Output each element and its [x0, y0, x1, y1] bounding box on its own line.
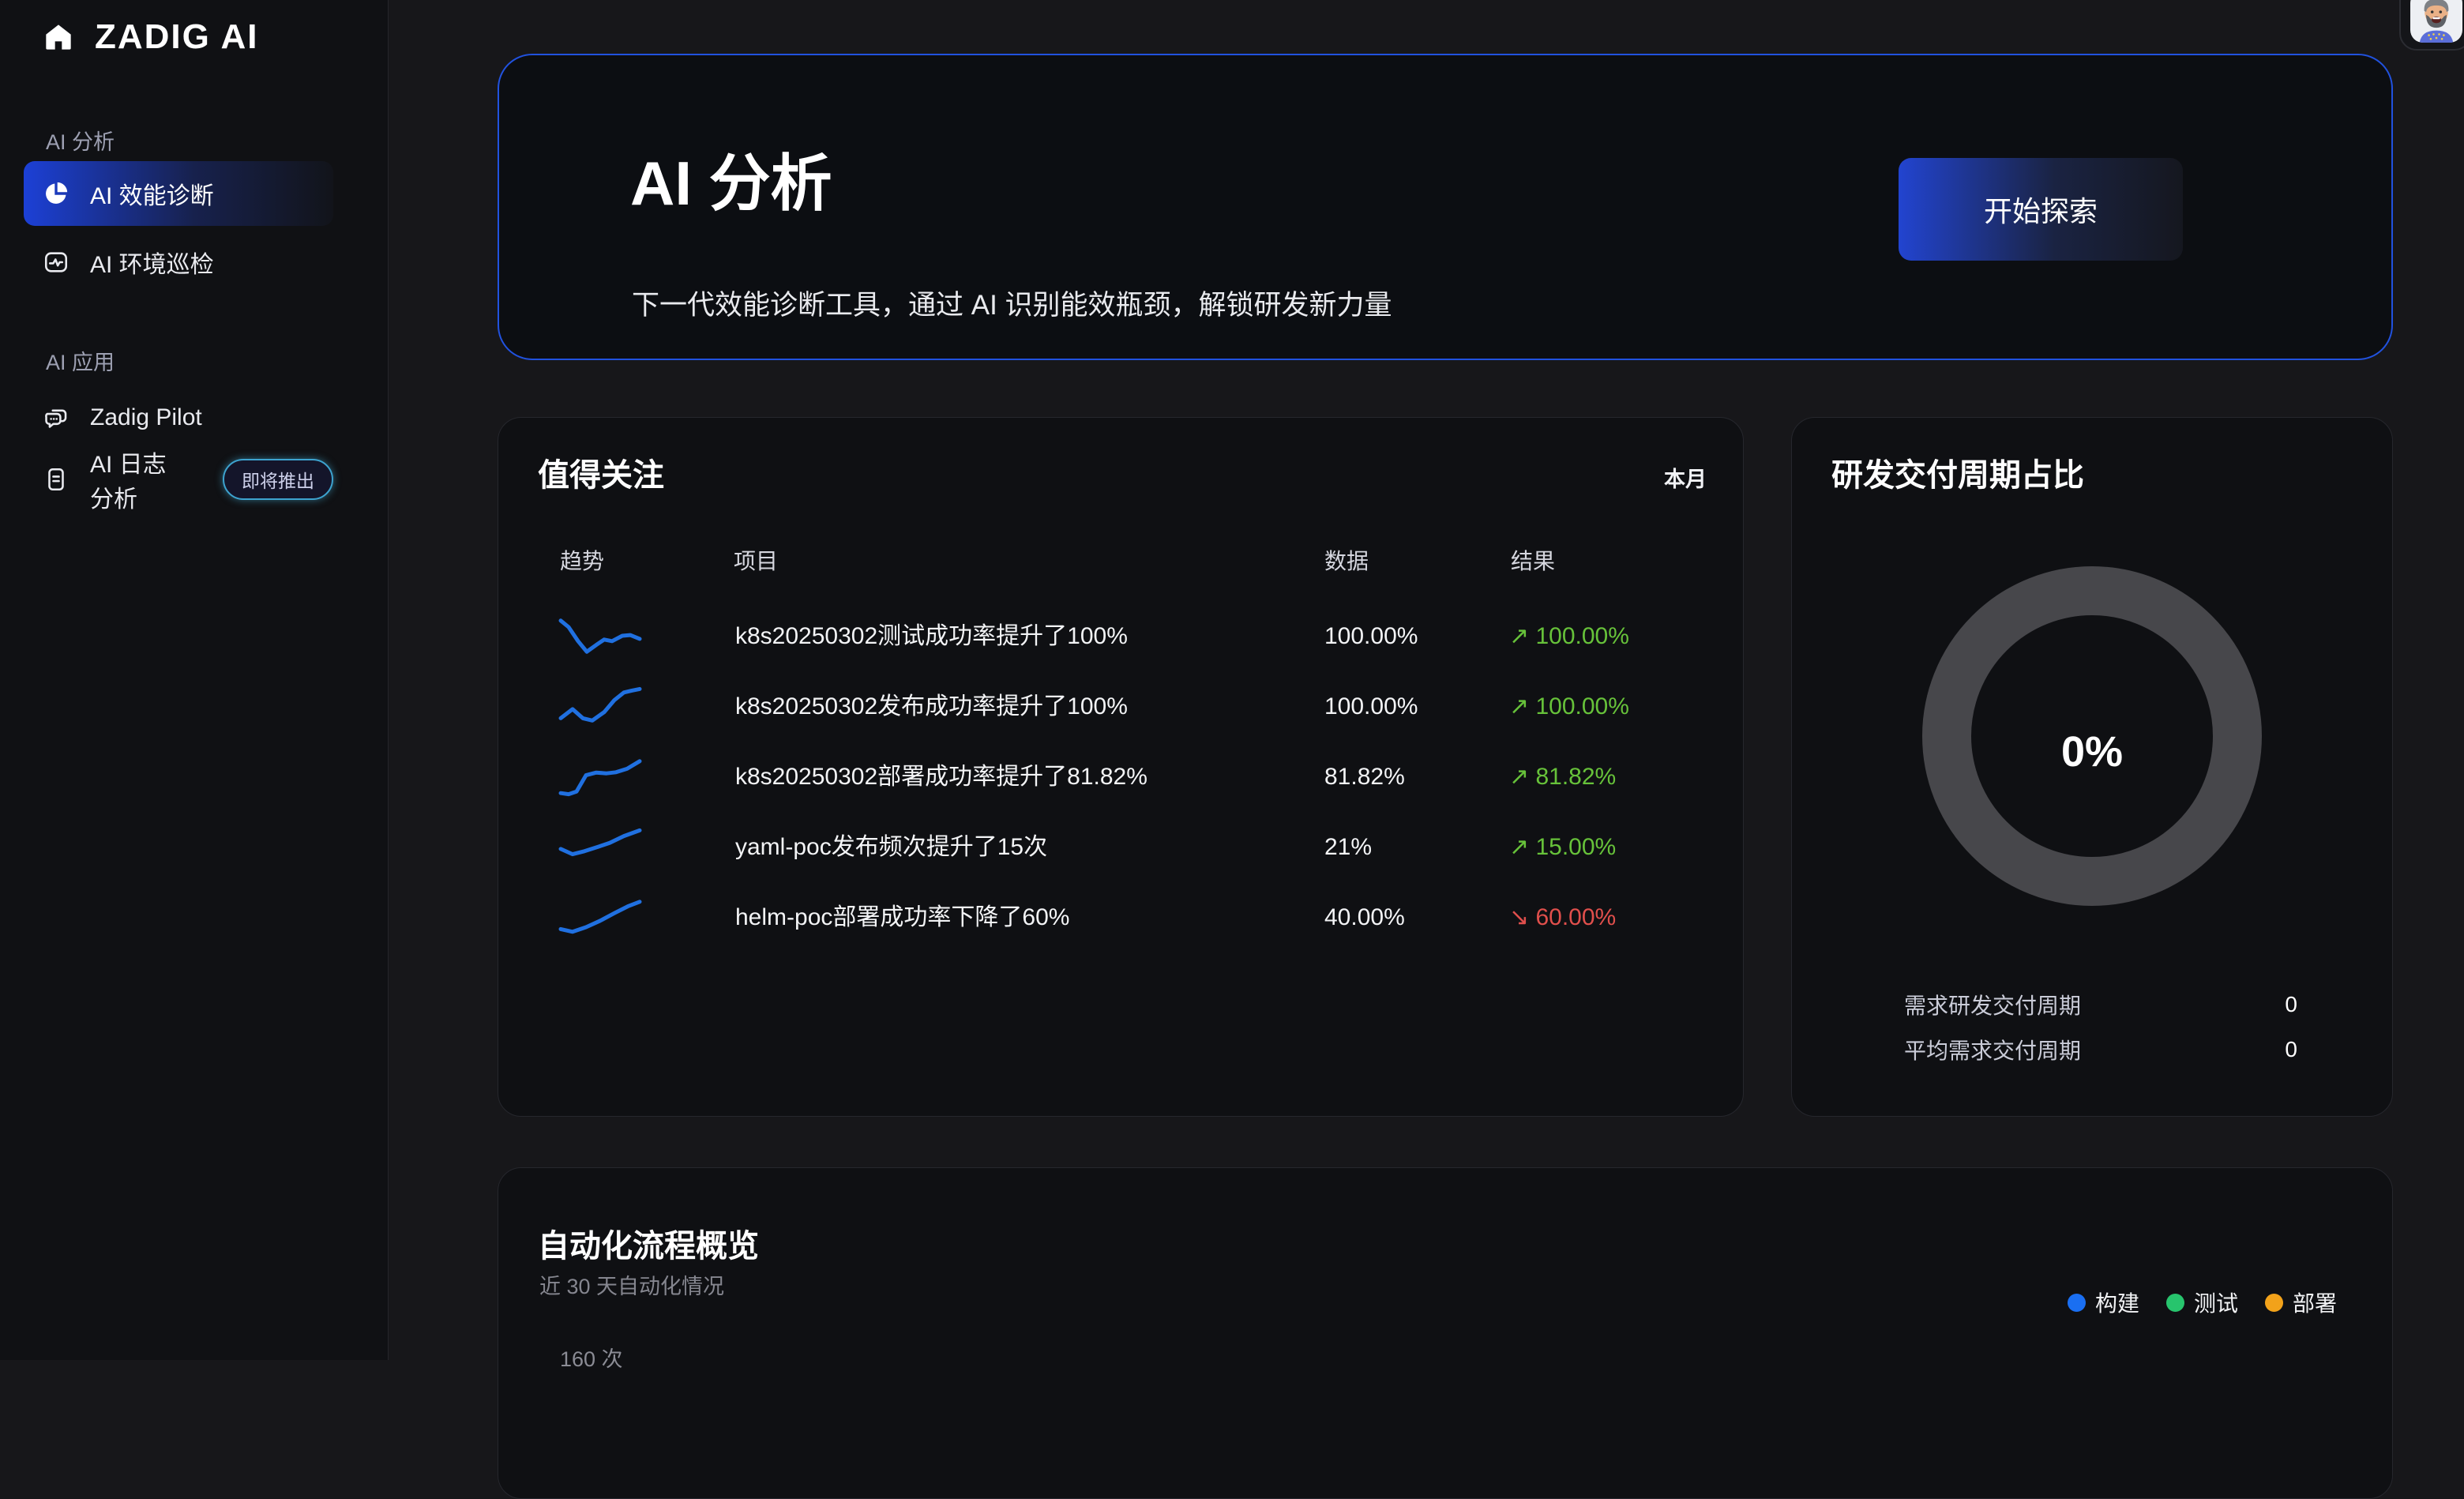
watchlist-card: 值得关注 本月 趋势 项目 数据 结果 k8s20250302测试成功率提升了1…: [498, 417, 1744, 1117]
trend-sparkline: [558, 759, 642, 797]
result-cell: ↗ 15.00%: [1509, 834, 1617, 860]
legend-item-test[interactable]: 测试: [2165, 1287, 2238, 1318]
chart-legend: 构建 测试 部署: [2067, 1287, 2337, 1318]
app-logo[interactable]: ZADIG AI: [43, 17, 258, 57]
table-row[interactable]: k8s20250302部署成功率提升了81.82% 81.82% ↗ 81.82…: [498, 755, 1743, 799]
column-header-result: 结果: [1511, 549, 1556, 573]
project-cell: k8s20250302部署成功率提升了81.82%: [735, 764, 1147, 790]
legend-label: 测试: [2193, 1291, 2238, 1316]
project-cell: k8s20250302发布成功率提升了100%: [735, 693, 1128, 719]
column-header-trend: 趋势: [560, 549, 605, 573]
sidebar-section-ai-apps: AI 应用: [46, 351, 115, 374]
period-label[interactable]: 本月: [1664, 468, 1707, 491]
delivery-donut-center-value: 0%: [2060, 728, 2124, 776]
env-monitor-icon: [43, 249, 69, 276]
trend-sparkline: [558, 686, 642, 723]
avatar: [2410, 0, 2462, 43]
legend-dot-orange-icon: [2264, 1293, 2283, 1312]
trend-sparkline: [558, 828, 642, 857]
y-axis-top-tick: 160 次: [560, 1347, 623, 1371]
metric-value: 0: [2285, 991, 2297, 1016]
hero-title: AI 分析: [630, 148, 832, 218]
delivery-metrics: 需求研发交付周期 0 平均需求交付周期 0: [1904, 982, 2297, 1072]
delivery-donut-chart: [1906, 550, 2278, 922]
automation-title: 自动化流程概览: [538, 1229, 759, 1264]
result-cell: ↗ 81.82%: [1509, 764, 1617, 790]
result-cell: ↘ 60.00%: [1509, 904, 1617, 930]
start-explore-button[interactable]: 开始探索: [1899, 158, 2183, 261]
sidebar-item-ai-performance-diagnosis[interactable]: AI 效能诊断: [24, 161, 333, 226]
metric-row: 需求研发交付周期 0: [1904, 982, 2297, 1027]
data-cell: 100.00%: [1324, 623, 1418, 649]
trend-sparkline: [558, 618, 642, 654]
hero-banner: AI 分析 下一代效能诊断工具，通过 AI 识别能效瓶颈，解锁研发新力量 开始探…: [498, 54, 2393, 360]
legend-dot-green-icon: [2165, 1293, 2184, 1312]
sidebar: ZADIG AI AI 分析 AI 效能诊断 AI 环境巡检 AI 应用: [0, 0, 389, 1360]
sidebar-section-ai-analysis: AI 分析: [46, 130, 115, 154]
log-file-icon: [43, 466, 69, 493]
user-avatar-icon: [2419, 0, 2454, 43]
column-header-project: 项目: [734, 549, 779, 573]
table-row[interactable]: helm-poc部署成功率下降了60% 40.00% ↘ 60.00%: [498, 896, 1743, 940]
sidebar-item-label: AI 环境巡检: [90, 252, 214, 278]
data-cell: 81.82%: [1324, 764, 1405, 790]
data-cell: 21%: [1324, 834, 1373, 860]
legend-item-build[interactable]: 构建: [2067, 1287, 2139, 1318]
metric-row: 平均需求交付周期 0: [1904, 1027, 2297, 1072]
legend-label: 构建: [2094, 1291, 2139, 1316]
project-cell: yaml-poc发布频次提升了15次: [735, 834, 1048, 860]
pie-chart-icon: [43, 180, 69, 207]
legend-dot-blue-icon: [2067, 1293, 2086, 1312]
home-icon: [43, 21, 74, 53]
delivery-cycle-card: 研发交付周期占比 0% 需求研发交付周期 0 平均需求交付周期 0: [1791, 417, 2393, 1117]
project-cell: k8s20250302测试成功率提升了100%: [735, 623, 1128, 649]
delivery-card-title: 研发交付周期占比: [1831, 458, 2084, 493]
chat-bubbles-icon: [43, 404, 69, 431]
coming-soon-badge: 即将推出: [223, 459, 333, 500]
metric-label: 需求研发交付周期: [1904, 993, 2082, 1018]
sidebar-item-label: Zadig Pilot: [90, 404, 202, 430]
table-row[interactable]: k8s20250302测试成功率提升了100% 100.00% ↗ 100.00…: [498, 614, 1743, 659]
trend-sparkline: [558, 900, 642, 934]
sidebar-item-label: AI 日志分析: [90, 452, 167, 513]
automation-subtitle: 近 30 天自动化情况: [539, 1275, 725, 1298]
legend-label: 部署: [2292, 1291, 2337, 1316]
metric-value: 0: [2285, 1036, 2297, 1061]
project-cell: helm-poc部署成功率下降了60%: [735, 904, 1070, 930]
delivery-donut-ring: [1922, 566, 2262, 906]
data-cell: 40.00%: [1324, 904, 1405, 930]
sidebar-item-label: AI 效能诊断: [90, 183, 214, 209]
result-cell: ↗ 100.00%: [1509, 623, 1629, 649]
user-avatar-button[interactable]: [2399, 0, 2464, 51]
watchlist-title: 值得关注: [538, 458, 664, 493]
sidebar-item-ai-log-analysis[interactable]: AI 日志分析 即将推出: [24, 452, 333, 513]
table-row[interactable]: yaml-poc发布频次提升了15次 21% ↗ 15.00%: [498, 825, 1743, 870]
sidebar-item-ai-env-inspection[interactable]: AI 环境巡检: [24, 237, 333, 287]
data-cell: 100.00%: [1324, 693, 1418, 719]
column-header-data: 数据: [1324, 549, 1369, 573]
legend-item-deploy[interactable]: 部署: [2264, 1287, 2337, 1318]
sidebar-item-zadig-pilot[interactable]: Zadig Pilot: [24, 392, 333, 444]
logo-text: ZADIG AI: [95, 17, 259, 56]
result-cell: ↗ 100.00%: [1509, 693, 1629, 719]
metric-label: 平均需求交付周期: [1904, 1038, 2082, 1063]
hero-subtitle: 下一代效能诊断工具，通过 AI 识别能效瓶颈，解锁研发新力量: [632, 290, 1392, 321]
table-row[interactable]: k8s20250302发布成功率提升了100% 100.00% ↗ 100.00…: [498, 685, 1743, 729]
automation-overview-card: 自动化流程概览 近 30 天自动化情况 构建 测试 部署 160 次: [498, 1167, 2393, 1499]
